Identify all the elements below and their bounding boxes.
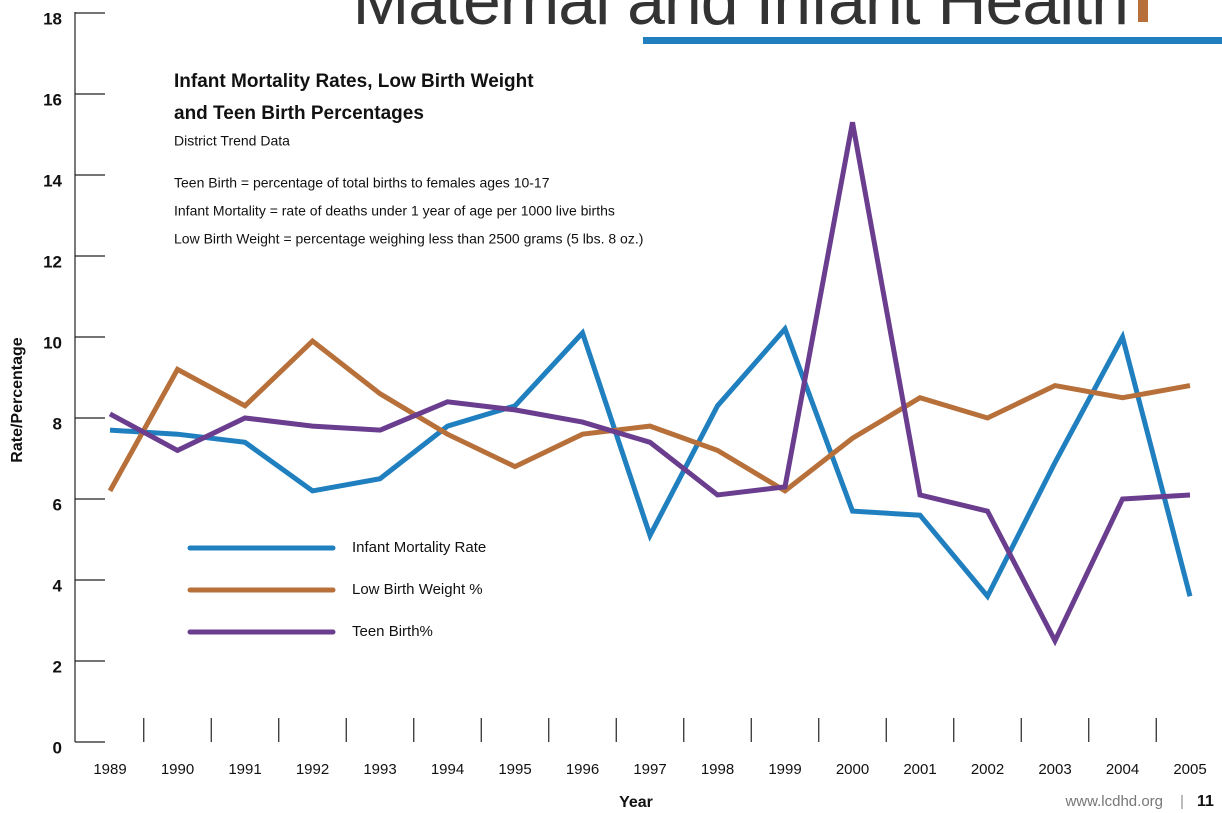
y-tick-label: 8 (53, 414, 62, 433)
x-tick-label: 2000 (836, 761, 869, 778)
y-axis-label: Rate/Percentage (9, 337, 26, 462)
chart-title: Infant Mortality Rates, Low Birth Weight (174, 71, 534, 92)
y-tick-label: 2 (53, 657, 62, 676)
header-rule (643, 37, 1222, 44)
note: Teen Birth = percentage of total births … (174, 175, 550, 191)
y-tick-label: 18 (43, 9, 62, 28)
note: Low Birth Weight = percentage weighing l… (174, 231, 643, 247)
legend-label: Low Birth Weight % (352, 581, 483, 598)
x-tick-label: 1999 (768, 761, 801, 778)
y-tick-label: 6 (53, 495, 62, 514)
x-tick-label: 2004 (1106, 761, 1139, 778)
series-line (108, 121, 1191, 647)
legend-label: Teen Birth% (352, 623, 433, 640)
x-tick-label: 2001 (903, 761, 936, 778)
series-line (107, 337, 1191, 494)
chart-title: and Teen Birth Percentages (174, 103, 424, 124)
x-tick-label: 1995 (498, 761, 531, 778)
series-line (109, 324, 1193, 601)
chart-subtitle: District Trend Data (174, 133, 290, 149)
x-tick-label: 1990 (161, 761, 194, 778)
y-tick-label: 0 (53, 738, 62, 757)
x-tick-label: 1994 (431, 761, 464, 778)
header-accent (1138, 0, 1148, 22)
y-tick-label: 12 (43, 252, 62, 271)
x-tick-label: 1993 (363, 761, 396, 778)
x-tick-label: 1998 (701, 761, 734, 778)
note: Infant Mortality = rate of deaths under … (174, 203, 615, 219)
header: Maternal and Infant Health (353, 0, 1128, 39)
x-tick-label: 2003 (1038, 761, 1071, 778)
legend-label: Infant Mortality Rate (352, 539, 486, 556)
page-number: 11 (1197, 793, 1214, 810)
footer-url: www.lcdhd.org (1064, 793, 1163, 810)
x-axis-label: Year (619, 794, 653, 811)
x-tick-label: 1991 (228, 761, 261, 778)
x-tick-label: 2002 (971, 761, 1004, 778)
y-tick-label: 16 (43, 90, 62, 109)
y-tick-label: 14 (43, 171, 62, 190)
x-tick-label: 1996 (566, 761, 599, 778)
x-tick-label: 2005 (1173, 761, 1206, 778)
x-tick-label: 1992 (296, 761, 329, 778)
y-tick-label: 4 (53, 576, 63, 595)
x-tick-label: 1997 (633, 761, 666, 778)
y-tick-label: 10 (43, 333, 62, 352)
x-tick-label: 1989 (93, 761, 126, 778)
